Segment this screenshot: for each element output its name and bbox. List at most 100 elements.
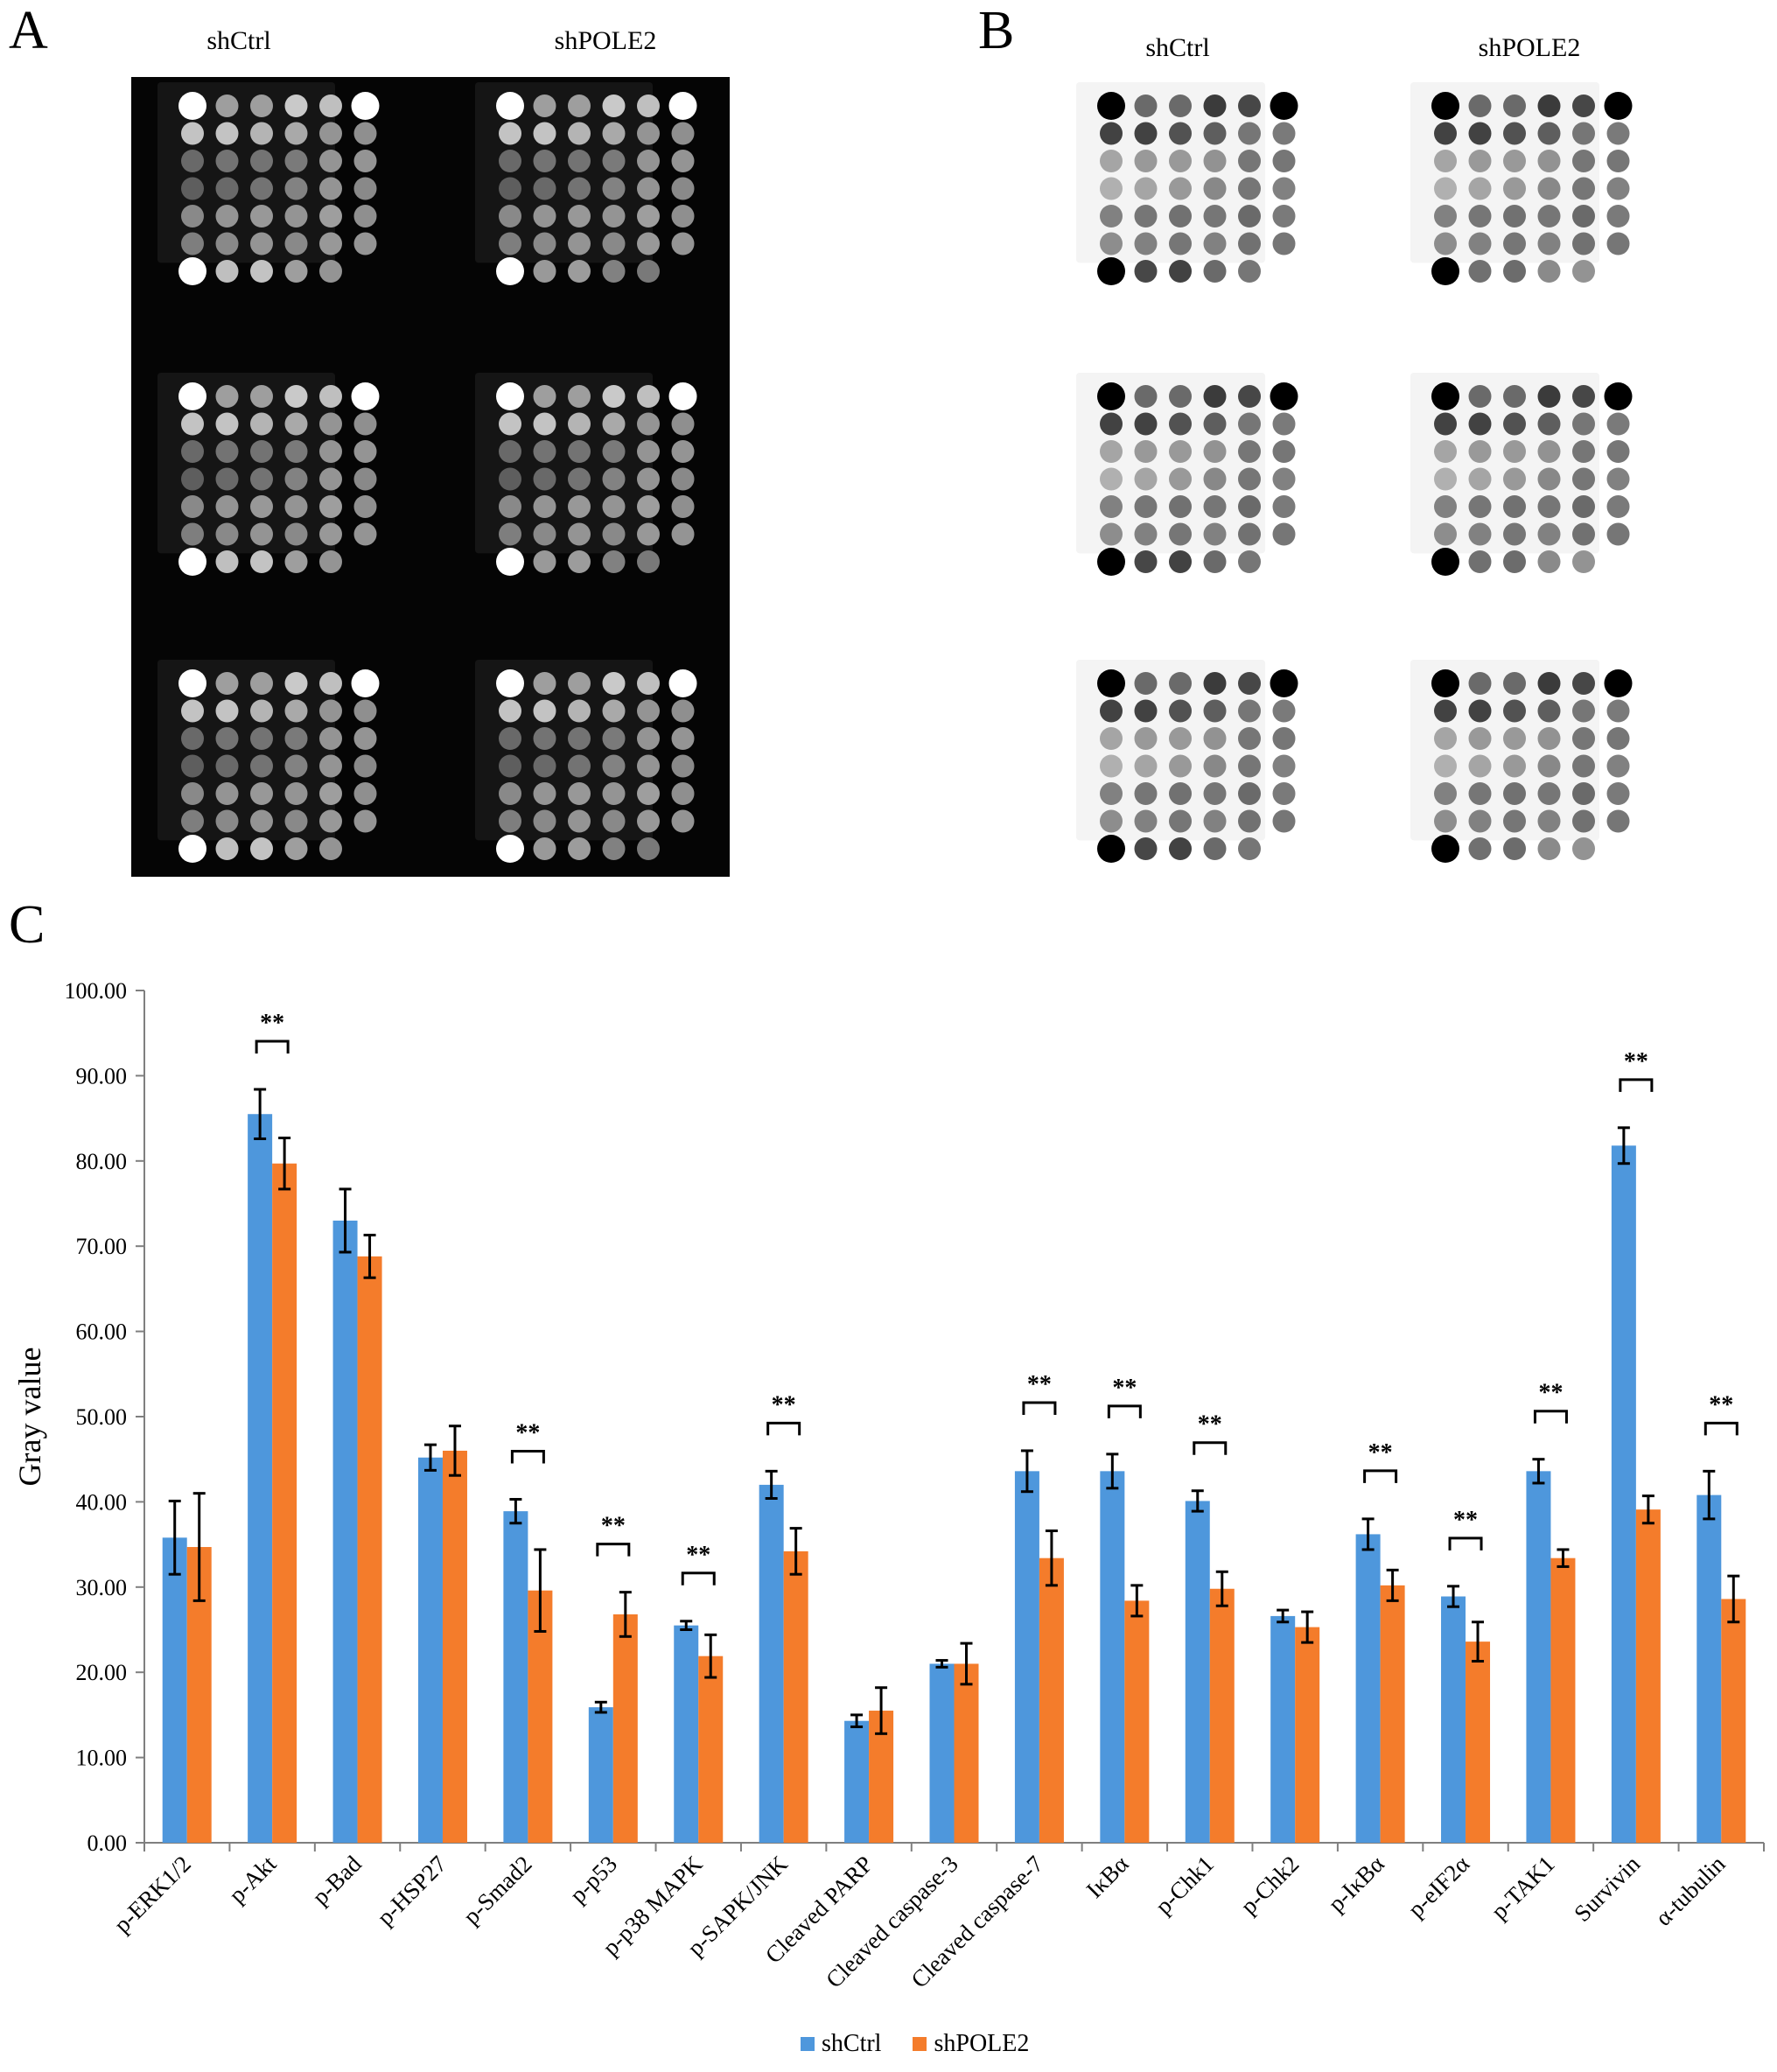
blot-spot (533, 672, 556, 695)
blot-spot (602, 385, 626, 408)
blot-spot (284, 150, 308, 172)
blot-spot (1272, 122, 1296, 145)
blot-spot (533, 260, 556, 283)
blot-spot (1097, 92, 1125, 120)
significance-bracket (1107, 1404, 1142, 1418)
x-category-label: p-Chk1 (1151, 1851, 1219, 1919)
blot-spot (1169, 467, 1192, 491)
blot-spot (1606, 495, 1630, 518)
blot-spot (1270, 669, 1298, 697)
blot-spot (319, 809, 342, 833)
y-tick-label: 60.00 (76, 1320, 128, 1345)
significance-label: ** (260, 1010, 284, 1037)
blot-spot (671, 122, 695, 145)
blot-spot (181, 809, 204, 833)
blot-spot (499, 495, 521, 518)
blot-spot (250, 232, 273, 256)
blot-spot (353, 122, 377, 145)
blot-spot (250, 754, 273, 778)
blot-spot (1468, 782, 1492, 805)
blot-spot (178, 835, 206, 863)
blot-spot (1606, 205, 1630, 228)
blot-spot (533, 177, 556, 200)
blot-spot (1100, 177, 1123, 200)
blot-spot (533, 782, 556, 805)
panel-a-shpole2-label: shPOLE2 (554, 26, 657, 55)
bar-shctrl (248, 1114, 273, 1843)
blot-spot (1238, 260, 1261, 283)
blot-spot (284, 809, 308, 833)
blot-spot (671, 699, 695, 723)
blot-spot (1100, 782, 1123, 805)
blot-spot (637, 809, 660, 833)
blot-spot (215, 727, 239, 750)
blot-spot (319, 782, 342, 805)
blot-spot (637, 727, 660, 750)
blot-spot (499, 809, 521, 833)
blot-spot (1606, 782, 1630, 805)
blot-spot (215, 467, 239, 491)
blot-spot (496, 548, 524, 576)
y-tick-label: 20.00 (76, 1660, 128, 1685)
blot-spot (1134, 782, 1158, 805)
blot-spot (1203, 150, 1227, 172)
significance-label: ** (1368, 1439, 1393, 1466)
bar-shctrl (588, 1707, 613, 1843)
blot-spot (1468, 467, 1492, 491)
blot-spot (284, 672, 308, 695)
blot-spot (1134, 699, 1158, 723)
blot-spot (1169, 177, 1192, 200)
blot-spot (1503, 672, 1526, 695)
blot-spot (1169, 232, 1192, 256)
blot-spot (215, 495, 239, 518)
blot-spot (181, 467, 204, 491)
blot-spot (1604, 669, 1633, 697)
blot-spot (1134, 412, 1158, 436)
blot-spot (1572, 412, 1595, 436)
blot-spot (1431, 548, 1459, 576)
blot-spot (284, 837, 308, 860)
blot-spot (1238, 495, 1261, 518)
blot-spot (1097, 669, 1125, 697)
blot-spot (250, 440, 273, 463)
blot-spot (215, 150, 239, 172)
blot-spot (1238, 150, 1261, 172)
blot-spot (215, 385, 239, 408)
blot-spot (1134, 232, 1158, 256)
blot-spot (1468, 122, 1492, 145)
blot-spot (351, 92, 380, 120)
blot-spot (1434, 412, 1457, 436)
blot-spot (568, 177, 591, 200)
blot-spot (1272, 782, 1296, 805)
blot-spot (671, 782, 695, 805)
blot-spot (215, 782, 239, 805)
blot-spot (1100, 412, 1123, 436)
blot-spot (353, 412, 377, 436)
blot-spot (1134, 205, 1158, 228)
blot-spot (533, 699, 556, 723)
blot-spot (319, 699, 342, 723)
blot-spot (1468, 727, 1492, 750)
blot-spot (1606, 727, 1630, 750)
blot-spot (1238, 177, 1261, 200)
blot-spot (1238, 699, 1261, 723)
blot-spot (1537, 672, 1561, 695)
blot-spot (215, 754, 239, 778)
blot-spot (533, 495, 556, 518)
blot-spot (499, 232, 521, 256)
blot-spot (637, 467, 660, 491)
blot-spot (496, 257, 524, 285)
blot-spot (533, 122, 556, 145)
x-category-label: p-IκBα (1323, 1851, 1389, 1917)
bar-shpole2 (612, 1614, 638, 1843)
blot-spot (1097, 835, 1125, 863)
blot-spot (499, 467, 521, 491)
blot-spot (250, 177, 273, 200)
blot-spot (1434, 440, 1457, 463)
blot-spot (1169, 205, 1192, 228)
blot-spot (1572, 837, 1595, 860)
blot-spot (250, 699, 273, 723)
blot-spot (1434, 177, 1457, 200)
blot-spot (1468, 550, 1492, 573)
blot-spot (1100, 809, 1123, 833)
